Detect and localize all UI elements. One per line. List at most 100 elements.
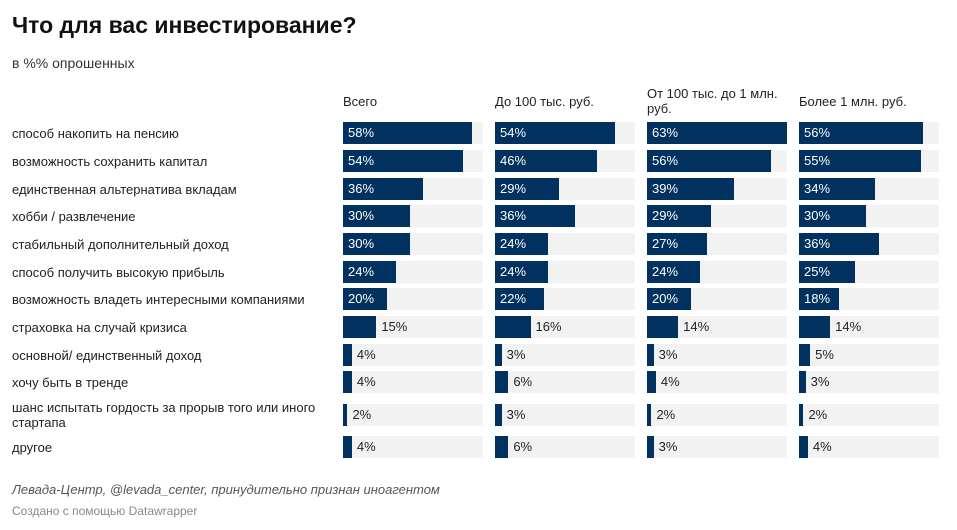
- category-label: способ получить высокую прибыль: [12, 264, 225, 280]
- category-label: стабильный дополнительный доход: [12, 236, 229, 252]
- value-label: 2%: [656, 407, 676, 422]
- value-label: 3%: [506, 347, 526, 362]
- bar-track: 30%: [343, 205, 483, 227]
- bar: [343, 404, 348, 426]
- value-label: 20%: [652, 291, 679, 306]
- bar: [495, 261, 549, 283]
- bar: [799, 150, 922, 172]
- bar: [799, 261, 855, 283]
- credit-link[interactable]: Создано с помощью Datawrapper: [12, 504, 198, 518]
- bar: [647, 233, 707, 255]
- bar: [343, 436, 352, 458]
- bar-track: 4%: [799, 436, 939, 458]
- value-label: 36%: [348, 181, 375, 196]
- category-label: возможность владеть интересными компания…: [12, 291, 305, 307]
- bar-track: 56%: [647, 150, 787, 172]
- bar-track: 2%: [647, 404, 787, 426]
- bar: [647, 316, 679, 338]
- value-label: 6%: [513, 374, 533, 389]
- bar: [343, 288, 388, 310]
- bar-track: 24%: [647, 261, 787, 283]
- bar-track: 14%: [647, 316, 787, 338]
- bar-track: 55%: [799, 150, 939, 172]
- bar: [799, 436, 808, 458]
- bar-track: 3%: [647, 344, 787, 366]
- bar-track: 30%: [799, 205, 939, 227]
- bar-track: 6%: [495, 436, 635, 458]
- column-header: Всего: [343, 93, 378, 109]
- bar-track: 58%: [343, 122, 483, 144]
- value-label: 6%: [513, 439, 533, 454]
- value-label: 58%: [348, 125, 375, 140]
- bar: [343, 178, 423, 200]
- bar-track: 54%: [495, 122, 635, 144]
- chart-title: Что для вас инвестирование?: [12, 12, 357, 38]
- bar: [799, 122, 924, 144]
- bar-track: 54%: [343, 150, 483, 172]
- bar: [495, 344, 502, 366]
- value-label: 36%: [804, 236, 831, 251]
- value-label: 2%: [352, 407, 372, 422]
- value-label: 24%: [500, 264, 527, 279]
- bar: [343, 261, 397, 283]
- bar: [343, 316, 377, 338]
- value-label: 2%: [808, 407, 828, 422]
- bar-track: 4%: [647, 371, 787, 393]
- bar: [343, 150, 463, 172]
- bar-track: 36%: [495, 205, 635, 227]
- bar: [495, 288, 544, 310]
- bar: [495, 178, 560, 200]
- bar: [495, 436, 509, 458]
- bar-track: 29%: [495, 178, 635, 200]
- bar: [799, 371, 806, 393]
- bar-track: 39%: [647, 178, 787, 200]
- bar-track: 36%: [799, 233, 939, 255]
- category-label: единственная альтернатива вкладам: [12, 181, 237, 197]
- bar: [343, 344, 352, 366]
- value-label: 4%: [660, 374, 680, 389]
- value-label: 15%: [381, 319, 408, 334]
- bar-track: 6%: [495, 371, 635, 393]
- bar: [343, 122, 472, 144]
- bar-track: 63%: [647, 122, 787, 144]
- value-label: 27%: [652, 236, 679, 251]
- value-label: 54%: [500, 125, 527, 140]
- bar: [495, 150, 598, 172]
- bar-track: 20%: [343, 288, 483, 310]
- column-header: От 100 тыс. до 1 млн. руб.: [647, 86, 778, 116]
- bar-track: 24%: [343, 261, 483, 283]
- bar-track: 25%: [799, 261, 939, 283]
- bar-track: 46%: [495, 150, 635, 172]
- chart-subtitle: в %% опрошенных: [12, 55, 135, 71]
- bar-track: 29%: [647, 205, 787, 227]
- category-label: шанс испытать гордость за прорыв того ил…: [12, 400, 316, 430]
- value-label: 24%: [500, 236, 527, 251]
- bar-track: 22%: [495, 288, 635, 310]
- value-label: 20%: [348, 291, 375, 306]
- value-label: 3%: [658, 347, 678, 362]
- bar: [799, 233, 879, 255]
- value-label: 55%: [804, 153, 831, 168]
- category-label: хочу быть в тренде: [12, 374, 129, 390]
- column-header: Более 1 млн. руб.: [799, 93, 907, 109]
- category-label: страховка на случай кризиса: [12, 319, 187, 335]
- value-label: 63%: [652, 125, 679, 140]
- value-label: 4%: [356, 439, 376, 454]
- value-label: 24%: [652, 264, 679, 279]
- bar: [799, 205, 866, 227]
- bar-track: 3%: [799, 371, 939, 393]
- value-label: 4%: [356, 347, 376, 362]
- value-label: 3%: [506, 407, 526, 422]
- bar-track: 24%: [495, 261, 635, 283]
- value-label: 5%: [815, 347, 834, 362]
- bar: [495, 404, 502, 426]
- value-label: 18%: [804, 291, 831, 306]
- bar: [647, 436, 654, 458]
- bar-track: 36%: [343, 178, 483, 200]
- bar: [799, 178, 875, 200]
- bar: [647, 178, 734, 200]
- bar: [647, 261, 701, 283]
- bar: [647, 344, 654, 366]
- bar: [343, 233, 410, 255]
- bar-track: 5%: [799, 344, 939, 366]
